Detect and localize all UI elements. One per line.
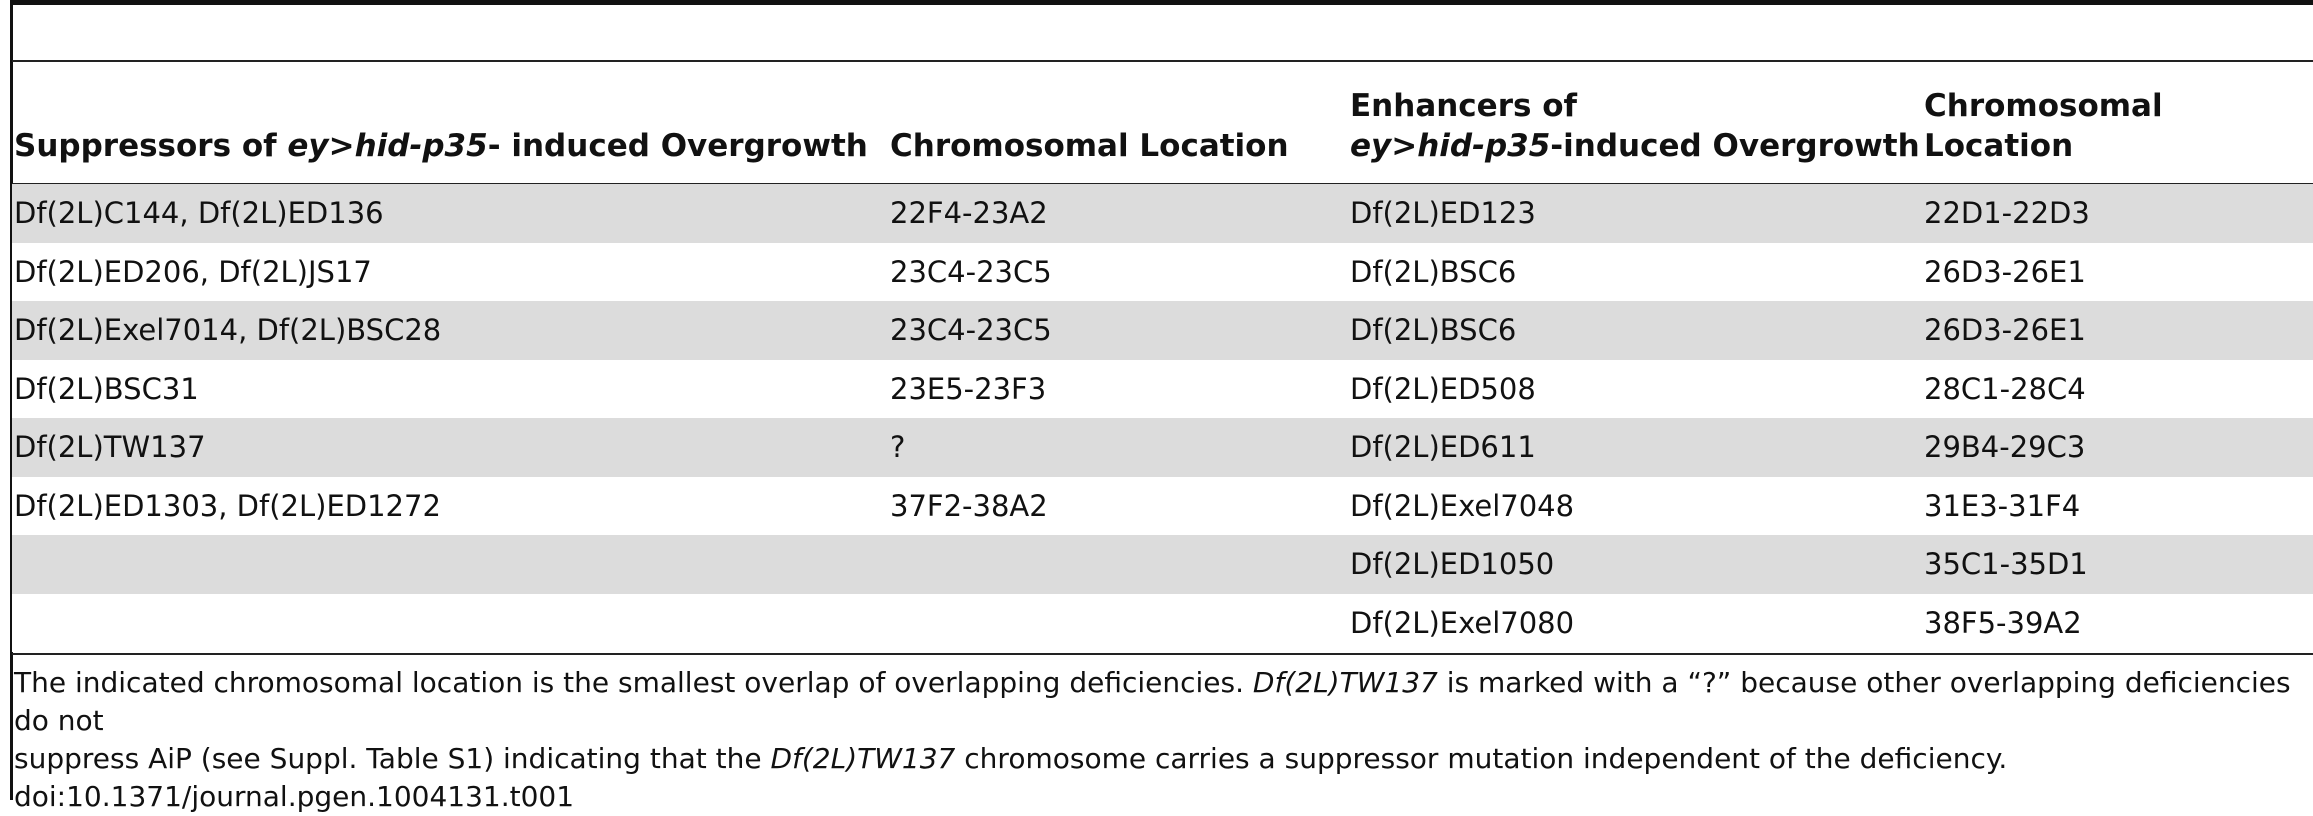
cell-enhancer-location: 22D1-22D3 [1922,184,2313,243]
cell-suppressor: Df(2L)ED206, Df(2L)JS17 [12,242,888,301]
table-row: Df(2L)C144, Df(2L)ED136 22F4-23A2 Df(2L)ED… [12,184,2313,243]
cell-enhancer: Df(2L)ED1050 [1348,535,1922,594]
cell-suppressor-location: ? [888,418,1348,477]
header-location-2: Chromosomal Location [1924,88,2163,164]
cell-suppressor: Df(2L)TW137 [12,418,888,477]
cell-suppressor: Df(2L)BSC31 [12,359,888,418]
cell-enhancer: Df(2L)ED123 [1348,184,1922,243]
cell-enhancer-location: 35C1-35D1 [1922,535,2313,594]
table-row: Df(2L)BSC31 23E5-23F3 Df(2L)ED508 28C1-28C4 [12,359,2313,418]
cell-enhancer: Df(2L)BSC6 [1348,301,1922,360]
cell-enhancer: Df(2L)Exel7048 [1348,476,1922,535]
footnote-text: The indicated chromosomal location is th… [14,666,2291,775]
table-row: Df(2L)ED1303, Df(2L)ED1272 37F2-38A2 Df(2L… [12,476,2313,535]
header-enhancers: Enhancers of ey>hid-p35-induced Overgrowt… [1350,88,1920,164]
cell-enhancer-location: 26D3-26E1 [1922,242,2313,301]
deficiency-table: Suppressors of ey>hid-p35- induced Overg… [12,64,2313,652]
cell-suppressor-location [888,593,1348,652]
cell-suppressor-location: 23E5-23F3 [888,359,1348,418]
table-row: Df(2L)TW137? Df(2L)ED611 29B4-29C3 [12,418,2313,477]
table-body: Df(2L)C144, Df(2L)ED136 22F4-23A2 Df(2L)ED… [12,184,2313,652]
cell-enhancer: Df(2L)Exel7080 [1348,593,1922,652]
cell-suppressor: Df(2L)C144, Df(2L)ED136 [12,184,888,243]
table-bottom-rule [12,653,2313,655]
cell-enhancer-location: 28C1-28C4 [1922,359,2313,418]
table-row: Df(2L)ED206, Df(2L)JS17 23C4-23C5 Df(2L)BS… [12,242,2313,301]
cell-suppressor [12,593,888,652]
header-top-rule [12,60,2313,62]
cell-suppressor-location: 22F4-23A2 [888,184,1348,243]
cell-suppressor-location: 23C4-23C5 [888,301,1348,360]
cell-enhancer-location: 29B4-29C3 [1922,418,2313,477]
header-location-1: Chromosomal Location [890,128,1289,164]
cell-enhancer-location: 26D3-26E1 [1922,301,2313,360]
cell-enhancer: Df(2L)BSC6 [1348,242,1922,301]
header-suppressors: Suppressors of ey>hid-p35- induced Overg… [14,128,868,164]
table-row: Df(2L)Exel7080 38F5-39A2 [12,593,2313,652]
cell-suppressor: Df(2L)Exel7014, Df(2L)BSC28 [12,301,888,360]
cell-suppressor-location: 23C4-23C5 [888,242,1348,301]
doi-text: doi:10.1371/journal.pgen.1004131.t001 [14,780,575,813]
table-row: Df(2L)Exel7014, Df(2L)BSC28 23C4-23C5 Df(2… [12,301,2313,360]
cell-suppressor-location [888,535,1348,594]
table-footnote: The indicated chromosomal location is th… [14,664,2304,816]
table-row: Df(2L)ED1050 35C1-35D1 [12,535,2313,594]
cell-suppressor [12,535,888,594]
cell-enhancer: Df(2L)ED508 [1348,359,1922,418]
cell-suppressor-location: 37F2-38A2 [888,476,1348,535]
cell-suppressor: Df(2L)ED1303, Df(2L)ED1272 [12,476,888,535]
cell-enhancer-location: 38F5-39A2 [1922,593,2313,652]
cell-enhancer-location: 31E3-31F4 [1922,476,2313,535]
left-border [10,0,13,800]
cell-enhancer: Df(2L)ED611 [1348,418,1922,477]
top-border [10,0,2313,5]
table-header-row: Suppressors of ey>hid-p35- induced Overg… [12,64,2313,184]
